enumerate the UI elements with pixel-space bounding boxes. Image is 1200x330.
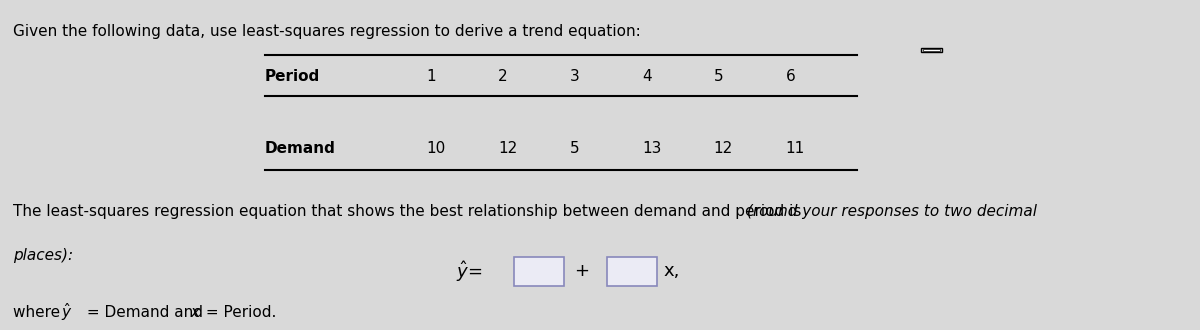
Text: 12: 12 [498,141,517,156]
Text: = Period.: = Period. [202,305,277,320]
Text: 1: 1 [426,69,436,84]
Text: $\hat{y}$: $\hat{y}$ [61,301,73,323]
Text: = Demand and: = Demand and [82,305,208,320]
FancyBboxPatch shape [923,49,940,51]
Text: (round your responses to two decimal: (round your responses to two decimal [743,204,1037,219]
Text: 2: 2 [498,69,508,84]
Text: $\hat{y}$=: $\hat{y}$= [456,259,482,284]
Text: places):: places): [13,248,73,263]
Text: 6: 6 [786,69,796,84]
Text: 11: 11 [786,141,805,156]
Text: Demand: Demand [265,141,336,156]
Text: where: where [13,305,65,320]
Text: 13: 13 [642,141,661,156]
Text: 4: 4 [642,69,652,84]
Text: +: + [574,262,589,280]
Text: x: x [191,305,199,320]
FancyBboxPatch shape [920,48,942,52]
Text: Period: Period [265,69,320,84]
Text: 10: 10 [426,141,445,156]
Text: 5: 5 [714,69,724,84]
Text: x,: x, [664,262,680,280]
Text: 12: 12 [714,141,733,156]
Text: 3: 3 [570,69,580,84]
Text: Given the following data, use least-squares regression to derive a trend equatio: Given the following data, use least-squa… [13,24,641,39]
FancyBboxPatch shape [607,257,658,286]
FancyBboxPatch shape [514,257,564,286]
Text: 5: 5 [570,141,580,156]
Text: The least-squares regression equation that shows the best relationship between d: The least-squares regression equation th… [13,204,802,219]
